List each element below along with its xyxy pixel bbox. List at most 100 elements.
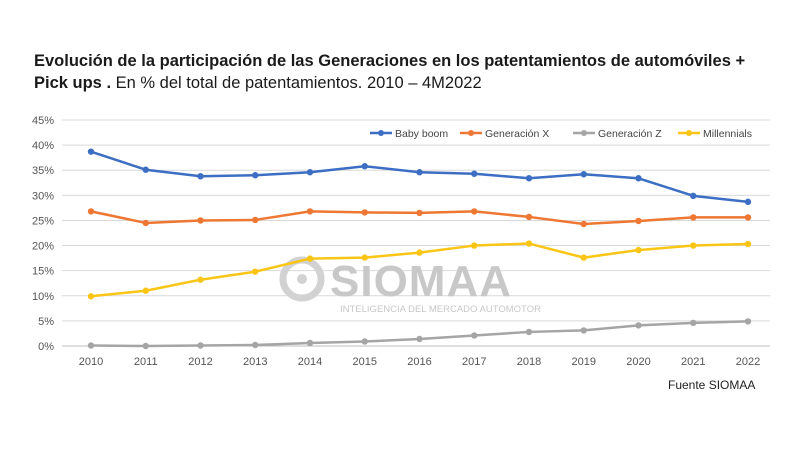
source-note: Fuente SIOMAA bbox=[668, 378, 756, 392]
data-point-generacion-x bbox=[635, 217, 642, 225]
legend-swatch-dot bbox=[686, 130, 692, 136]
y-tick-label: 35% bbox=[32, 165, 54, 177]
data-point-baby-boom bbox=[361, 163, 368, 170]
legend-label: Generación X bbox=[485, 128, 549, 140]
chart-title: Evolución de la participación de las Gen… bbox=[34, 50, 764, 94]
legend-swatch-dot bbox=[581, 130, 587, 136]
watermark-tagline: INTELIGENCIA DEL MERCADO AUTOMOTOR bbox=[340, 304, 541, 315]
data-point-baby-boom bbox=[306, 169, 314, 176]
data-point-generacion-x bbox=[471, 208, 478, 215]
legend-item-millennials: Millennials bbox=[678, 128, 752, 140]
data-point-generacion-z bbox=[416, 335, 423, 343]
series-millennials bbox=[87, 240, 752, 300]
y-tick-label: 20% bbox=[32, 241, 54, 253]
y-tick-label: 5% bbox=[38, 316, 54, 328]
data-point-millennials bbox=[87, 293, 95, 300]
data-point-generacion-x bbox=[580, 220, 587, 228]
siomaa-watermark: SIOMAA INTELIGENCIA DEL MERCADO AUTOMOTO… bbox=[279, 256, 541, 315]
series-lines bbox=[87, 148, 752, 350]
x-tick-label: 2010 bbox=[79, 356, 103, 368]
data-point-generacion-z bbox=[306, 339, 314, 347]
y-axis: 0% 5% 10% 15% 20% 25% 30% 35% 40% 45% bbox=[32, 115, 54, 353]
data-point-millennials bbox=[471, 242, 478, 249]
data-point-millennials bbox=[580, 254, 587, 261]
data-point-baby-boom bbox=[744, 198, 752, 206]
data-point-generacion-z bbox=[635, 322, 642, 329]
x-tick-label: 2022 bbox=[736, 356, 760, 368]
series-line-baby-boom bbox=[90, 150, 749, 204]
series-generacion-z bbox=[87, 318, 752, 350]
x-tick-label: 2016 bbox=[407, 356, 431, 368]
data-point-generacion-z bbox=[580, 327, 587, 334]
data-point-generacion-x bbox=[744, 214, 752, 221]
data-point-millennials bbox=[252, 268, 259, 275]
series-line-generacion-z bbox=[90, 320, 749, 348]
data-point-baby-boom bbox=[525, 175, 533, 182]
data-point-generacion-x bbox=[197, 217, 204, 224]
legend: Baby boom Generación X Generación Z Millenn… bbox=[370, 128, 752, 140]
data-point-baby-boom bbox=[197, 173, 204, 180]
data-point-generacion-x bbox=[142, 219, 149, 227]
data-point-generacion-x bbox=[252, 216, 259, 224]
data-point-generacion-z bbox=[197, 342, 204, 349]
x-tick-label: 2021 bbox=[681, 356, 705, 368]
data-point-millennials bbox=[416, 249, 423, 256]
series-baby-boom bbox=[87, 148, 752, 206]
data-point-generacion-x bbox=[690, 214, 697, 221]
x-tick-label: 2012 bbox=[188, 356, 212, 368]
data-point-baby-boom bbox=[690, 192, 697, 200]
x-tick-label: 2013 bbox=[243, 356, 267, 368]
watermark-name: SIOMAA bbox=[330, 257, 512, 306]
data-point-baby-boom bbox=[471, 170, 478, 177]
y-tick-label: 25% bbox=[32, 215, 54, 227]
data-point-generacion-x bbox=[416, 209, 423, 217]
data-point-baby-boom bbox=[416, 169, 423, 176]
data-point-millennials bbox=[744, 240, 752, 248]
y-tick-label: 0% bbox=[38, 341, 54, 353]
data-point-generacion-z bbox=[690, 319, 697, 327]
legend-label: Baby boom bbox=[395, 128, 448, 140]
data-point-millennials bbox=[306, 255, 314, 262]
data-point-baby-boom bbox=[252, 172, 259, 179]
data-point-generacion-x bbox=[525, 213, 533, 221]
data-point-millennials bbox=[361, 254, 368, 261]
data-point-generacion-z bbox=[361, 338, 368, 345]
data-point-generacion-z bbox=[252, 341, 259, 349]
data-point-baby-boom bbox=[580, 171, 587, 178]
data-point-baby-boom bbox=[635, 175, 642, 182]
x-tick-label: 2019 bbox=[572, 356, 596, 368]
x-tick-label: 2015 bbox=[353, 356, 377, 368]
data-point-generacion-x bbox=[87, 208, 95, 215]
watermark-logo-dot bbox=[297, 274, 307, 284]
y-tick-label: 10% bbox=[32, 291, 54, 303]
y-tick-label: 45% bbox=[32, 115, 54, 127]
chart-title-bold: Evolución de la participación de las Gen… bbox=[34, 52, 746, 92]
legend-label: Generación Z bbox=[598, 128, 662, 140]
legend-swatch-dot bbox=[378, 130, 384, 136]
x-axis: 2010 2011 2012 2013 2014 2015 2016 2017 2018 2019… bbox=[79, 356, 760, 368]
x-tick-label: 2014 bbox=[298, 356, 322, 368]
data-point-millennials bbox=[142, 287, 149, 294]
y-tick-label: 40% bbox=[32, 140, 54, 152]
data-point-generacion-x bbox=[361, 209, 368, 216]
legend-item-baby-boom: Baby boom bbox=[370, 128, 448, 140]
data-point-generacion-z bbox=[142, 342, 149, 350]
legend-swatch-dot bbox=[468, 130, 474, 136]
data-point-millennials bbox=[690, 242, 697, 249]
y-tick-label: 15% bbox=[32, 266, 54, 278]
data-point-baby-boom bbox=[142, 166, 149, 173]
legend-item-generacion-x: Generación X bbox=[460, 128, 549, 140]
x-tick-label: 2018 bbox=[517, 356, 541, 368]
legend-item-generacion-z: Generación Z bbox=[573, 128, 662, 140]
data-point-generacion-z bbox=[87, 342, 95, 349]
series-generacion-x bbox=[87, 208, 752, 228]
data-point-millennials bbox=[197, 276, 204, 283]
data-point-millennials bbox=[525, 240, 533, 247]
data-point-generacion-z bbox=[471, 332, 478, 339]
legend-label: Millennials bbox=[703, 128, 752, 140]
data-point-baby-boom bbox=[87, 148, 95, 155]
data-point-generacion-z bbox=[525, 328, 533, 336]
x-tick-label: 2017 bbox=[462, 356, 486, 368]
